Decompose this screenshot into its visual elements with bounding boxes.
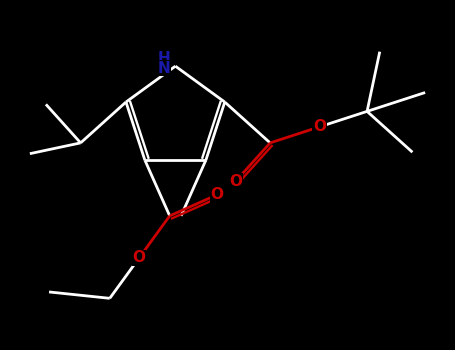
Text: O: O xyxy=(313,119,326,134)
Text: O: O xyxy=(211,187,223,202)
Text: N: N xyxy=(157,61,170,76)
Text: O: O xyxy=(229,174,242,189)
Text: H: H xyxy=(157,51,170,66)
Text: O: O xyxy=(133,250,146,265)
